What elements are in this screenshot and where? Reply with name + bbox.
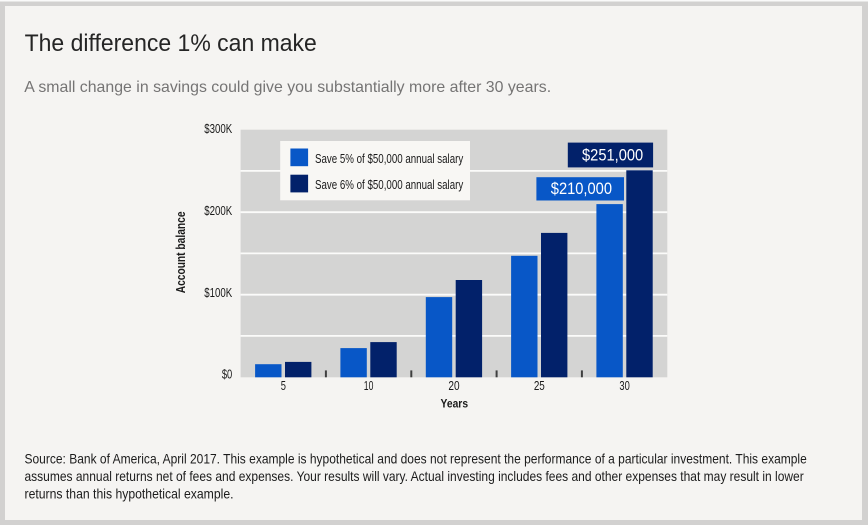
svg-text:20: 20 xyxy=(448,379,459,394)
svg-text:$0: $0 xyxy=(222,368,232,382)
svg-text:$210,000: $210,000 xyxy=(551,180,612,198)
svg-text:10: 10 xyxy=(364,379,374,393)
svg-text:5: 5 xyxy=(281,380,286,394)
svg-text:Source: Bank of America, April: Source: Bank of America, April 2017. Thi… xyxy=(25,451,807,467)
svg-text:25: 25 xyxy=(534,380,545,394)
svg-text:$200K: $200K xyxy=(204,205,232,218)
svg-text:The difference 1% can make: The difference 1% can make xyxy=(25,30,317,57)
svg-text:Save 6% of $50,000 annual sala: Save 6% of $50,000 annual salary xyxy=(315,179,464,192)
svg-text:$300K: $300K xyxy=(204,123,232,136)
svg-text:$251,000: $251,000 xyxy=(582,147,643,165)
svg-text:$100K: $100K xyxy=(204,287,232,300)
svg-text:30: 30 xyxy=(619,380,629,394)
svg-text:A small change in savings coul: A small change in savings could give you… xyxy=(24,79,551,96)
svg-text:Account balance: Account balance xyxy=(174,211,188,293)
svg-text:returns than this hypothetical: returns than this hypothetical example. xyxy=(25,486,234,502)
svg-text:Save 5% of $50,000 annual sala: Save 5% of $50,000 annual salary xyxy=(315,153,464,166)
svg-text:Years: Years xyxy=(441,398,468,411)
svg-text:assumes annual returns net of: assumes annual returns net of fees and e… xyxy=(25,468,805,484)
